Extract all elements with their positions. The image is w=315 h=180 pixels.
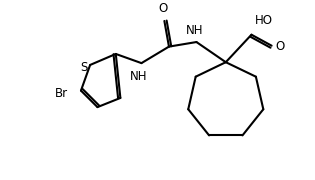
- Text: O: O: [158, 2, 167, 15]
- Text: HO: HO: [255, 14, 273, 27]
- Text: O: O: [275, 40, 284, 53]
- Text: Br: Br: [55, 87, 68, 100]
- Text: NH: NH: [186, 24, 203, 37]
- Text: S: S: [80, 61, 87, 74]
- Text: NH: NH: [130, 70, 147, 84]
